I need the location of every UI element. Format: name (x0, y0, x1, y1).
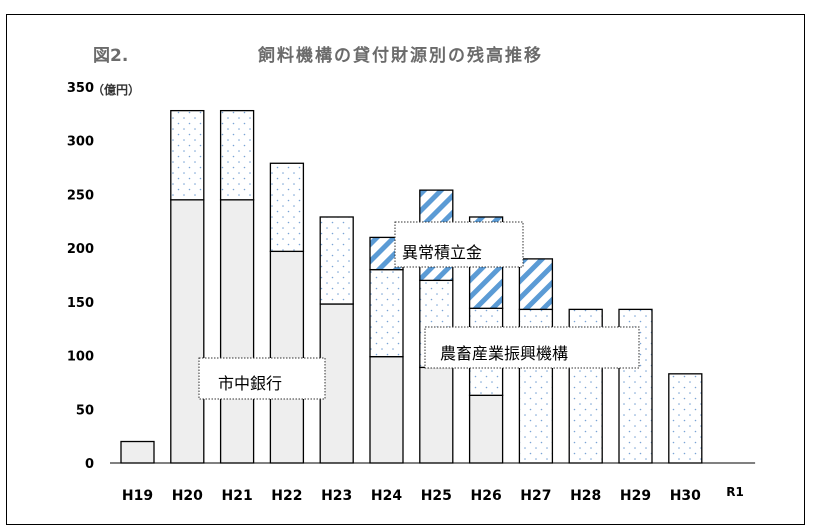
y-axis-ticks: 0 50 100 150 200 250 300 350 (67, 81, 94, 472)
y-tick-label: 350 (67, 81, 94, 96)
x-tick-label: H25 (421, 488, 452, 504)
y-tick-label: 300 (67, 135, 94, 150)
x-tick-label: H21 (221, 488, 252, 504)
y-axis-unit-label: （億円） (92, 82, 140, 97)
annotation-reserve: 異常積立金 (394, 221, 524, 268)
y-tick-label: 0 (85, 457, 94, 472)
x-tick-label: H27 (520, 488, 551, 504)
y-tick-label: 50 (76, 403, 94, 418)
bar-segment (120, 440, 155, 464)
y-tick-label: 150 (67, 296, 94, 311)
x-tick-label: H28 (570, 488, 601, 504)
x-tick-label: H20 (172, 488, 203, 504)
bar-segment (668, 373, 703, 464)
y-tick-label: 250 (67, 188, 94, 203)
bar-segment (219, 199, 255, 464)
bars-group (120, 109, 703, 464)
x-tick-label: H26 (470, 488, 501, 504)
chart-title: 飼料機構の貸付財源別の残高推移 (257, 45, 543, 66)
x-tick-label: H19 (122, 488, 153, 504)
x-tick-label: H30 (670, 488, 701, 504)
annotation-bank-label: 市中銀行 (218, 374, 282, 393)
bar-segment (369, 355, 404, 464)
bar-segment (319, 216, 354, 305)
x-tick-label: H22 (271, 488, 302, 504)
bar-segment (170, 199, 205, 464)
y-tick-label: 100 (67, 350, 94, 365)
chart-title-prefix: 図2. (93, 46, 128, 66)
annotation-alic-label: 農畜産業振興機構 (440, 344, 568, 363)
x-tick-label: H23 (321, 488, 352, 504)
bar-segment (170, 109, 205, 201)
annotation-reserve-label: 異常積立金 (402, 243, 482, 262)
annotation-alic: 農畜産業振興機構 (424, 326, 640, 369)
annotation-bank: 市中銀行 (198, 357, 326, 400)
x-tick-label: H29 (620, 488, 651, 504)
x-axis-ticks: H19 H20 H21 H22 H23 H24 H25 H26 H27 H28 H29 H30 R1 (122, 485, 744, 504)
y-tick-label: 200 (67, 242, 94, 257)
bar-segment (369, 268, 404, 358)
bar-segment (219, 109, 255, 201)
x-tick-label: H24 (371, 488, 402, 504)
bar-segment (419, 366, 454, 464)
x-tick-label: R1 (726, 485, 744, 499)
bar-segment (269, 162, 305, 253)
bar-segment (518, 258, 554, 311)
bar-segment (319, 303, 354, 464)
bar-segment (468, 394, 504, 464)
bar-segment (269, 250, 305, 464)
